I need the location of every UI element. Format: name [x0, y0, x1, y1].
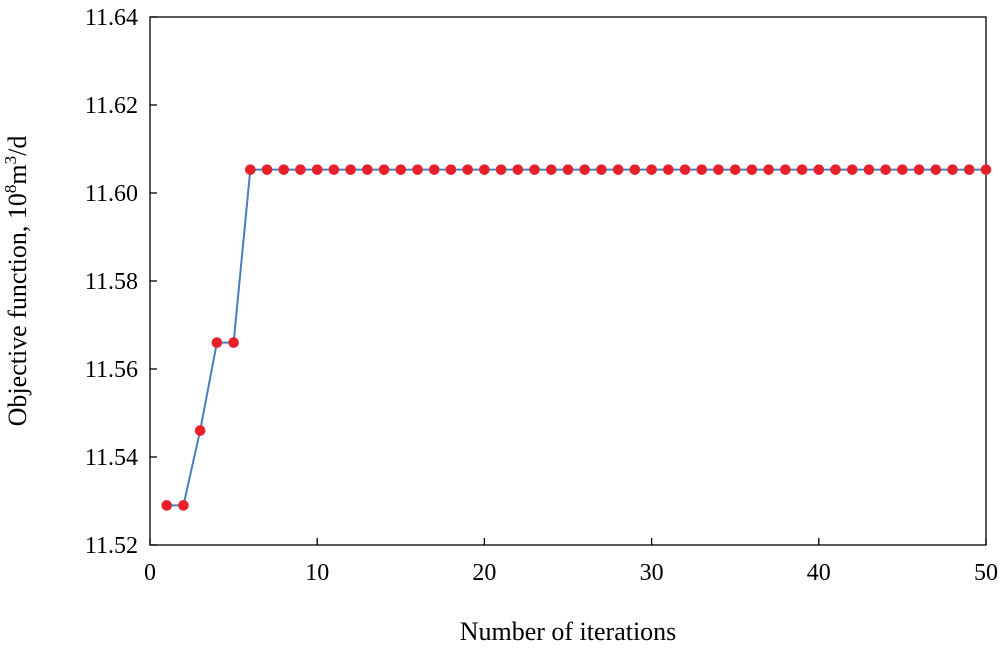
x-tick-label: 40 [807, 560, 831, 586]
data-point [612, 164, 624, 175]
data-point [696, 164, 708, 175]
data-point [813, 164, 825, 175]
data-point [863, 164, 875, 175]
plot-area-frame [149, 16, 987, 546]
data-point [412, 164, 423, 175]
y-axis-title-suffix: /d [3, 136, 32, 156]
data-point [161, 500, 173, 511]
data-point [194, 425, 206, 436]
x-axis-title: Number of iterations [460, 617, 677, 646]
data-point [295, 164, 306, 175]
data-point [930, 164, 942, 175]
data-point [579, 164, 591, 175]
data-point [963, 164, 975, 175]
data-point [462, 164, 473, 175]
x-tick-label: 10 [305, 560, 329, 586]
data-point [780, 164, 791, 175]
data-point [245, 164, 256, 175]
data-point [395, 164, 407, 175]
y-tick-label: 11.52 [85, 533, 138, 559]
x-tick-label: 50 [974, 560, 998, 586]
y-axis-title-mid: m [3, 164, 32, 184]
x-axis-ticks: 0 10 20 30 40 50 [144, 538, 998, 586]
data-point [512, 164, 524, 175]
y-tick-label: 11.62 [85, 93, 138, 119]
y-axis-title-sup1: 8 [1, 185, 20, 194]
data-point [713, 164, 724, 175]
x-tick-label: 20 [472, 560, 496, 586]
data-point [545, 164, 557, 175]
y-axis-title-sup2: 3 [1, 156, 20, 165]
data-point [880, 164, 891, 175]
data-point [913, 164, 925, 175]
data-point [897, 164, 908, 175]
y-tick-label: 11.54 [85, 445, 138, 471]
data-point [729, 164, 741, 175]
x-tick-label: 0 [144, 560, 156, 586]
y-tick-label: 11.64 [85, 5, 138, 31]
data-point [178, 500, 189, 511]
series-layer [161, 164, 992, 511]
data-point [211, 337, 223, 348]
series-line [166, 168, 986, 507]
data-point [362, 164, 373, 175]
data-point [479, 164, 490, 175]
data-point [562, 164, 574, 175]
data-point [796, 164, 808, 175]
data-point [311, 164, 323, 175]
data-point [596, 164, 607, 175]
data-point [646, 164, 657, 175]
data-point [495, 164, 507, 175]
data-point [663, 164, 674, 175]
data-point [445, 164, 457, 175]
y-axis-title: Objective function, 108m3/d [1, 136, 32, 427]
data-point [228, 337, 239, 348]
x-tick-label: 30 [640, 560, 664, 586]
data-point [378, 164, 390, 175]
y-tick-label: 11.58 [85, 269, 138, 295]
data-point [345, 164, 356, 175]
data-point [763, 164, 774, 175]
data-point [529, 164, 540, 175]
data-point [980, 164, 992, 175]
data-point [746, 164, 758, 175]
data-point [629, 164, 641, 175]
data-point [261, 164, 273, 175]
data-point [278, 164, 290, 175]
data-point [846, 164, 858, 175]
y-axis-ticks: 11.52 11.54 11.56 11.58 11.60 11.62 11.64 [85, 5, 157, 559]
y-tick-label: 11.60 [85, 181, 138, 207]
data-point [947, 164, 958, 175]
data-point [428, 164, 440, 175]
y-axis-title-prefix: Objective function, 10 [3, 193, 32, 426]
data-point [328, 164, 340, 175]
data-point [830, 164, 841, 175]
y-tick-label: 11.56 [85, 357, 138, 383]
data-point [679, 164, 691, 175]
